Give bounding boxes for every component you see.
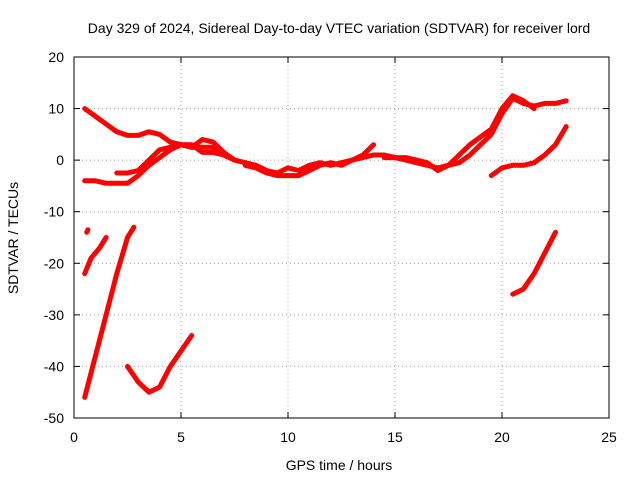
series-arc-3 (114, 142, 227, 176)
chart-title: Day 329 of 2024, Sidereal Day-to-day VTE… (88, 20, 590, 36)
series-arc-10 (125, 333, 195, 395)
x-tick-label: 5 (177, 429, 185, 445)
series-arc-7 (84, 227, 91, 235)
x-tick-label: 15 (387, 429, 403, 445)
y-tick-label: -10 (44, 204, 64, 220)
y-tick-label: -30 (44, 307, 64, 323)
plot-frame (73, 56, 610, 419)
x-tick-label: 25 (601, 429, 617, 445)
series-arc-11 (510, 229, 558, 297)
x-tick-label: 0 (70, 429, 78, 445)
series-group (82, 93, 569, 400)
tick-labels: 0 5 10 15 20 25 -50 -40 -30 -20 -10 0 10 20 (44, 49, 617, 445)
series-arc-8 (82, 235, 109, 277)
y-tick-label: -50 (44, 410, 64, 426)
x-axis-label: GPS time / hours (286, 457, 393, 473)
x-tick-label: 10 (280, 429, 296, 445)
y-tick-label: 10 (48, 101, 64, 117)
y-tick-label: 20 (48, 49, 64, 65)
series-arc-6 (488, 124, 569, 179)
y-tick-label: -20 (44, 255, 64, 271)
y-tick-label: 0 (56, 152, 64, 168)
y-tick-label: -40 (44, 358, 64, 374)
y-axis-label: SDTVAR / TECUs (5, 182, 21, 294)
series-arc-2 (82, 137, 237, 186)
ticks (73, 56, 610, 419)
x-tick-label: 20 (494, 429, 510, 445)
series-arc-9 (82, 224, 137, 400)
grid (74, 57, 609, 418)
series-arc-5 (381, 93, 537, 173)
